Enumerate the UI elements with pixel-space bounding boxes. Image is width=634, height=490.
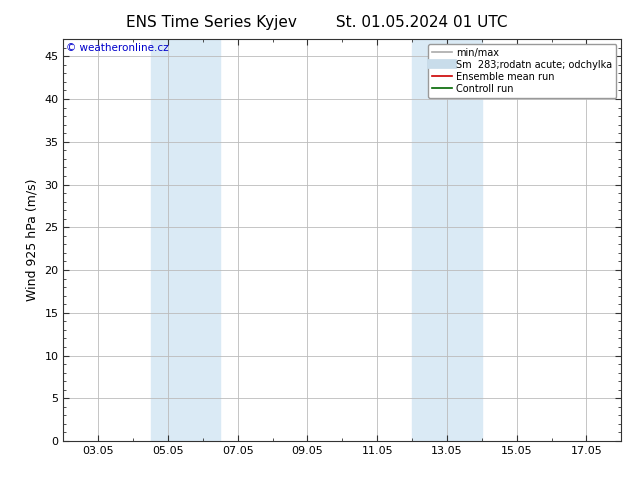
Y-axis label: Wind 925 hPa (m/s): Wind 925 hPa (m/s) [26,179,39,301]
Text: © weatheronline.cz: © weatheronline.cz [66,43,169,53]
Bar [150,39,221,441]
Text: ENS Time Series Kyjev        St. 01.05.2024 01 UTC: ENS Time Series Kyjev St. 01.05.2024 01 … [126,15,508,30]
Legend: min/max, Sm  283;rodatn acute; odchylka, Ensemble mean run, Controll run: min/max, Sm 283;rodatn acute; odchylka, … [428,44,616,98]
Bar [412,39,482,441]
